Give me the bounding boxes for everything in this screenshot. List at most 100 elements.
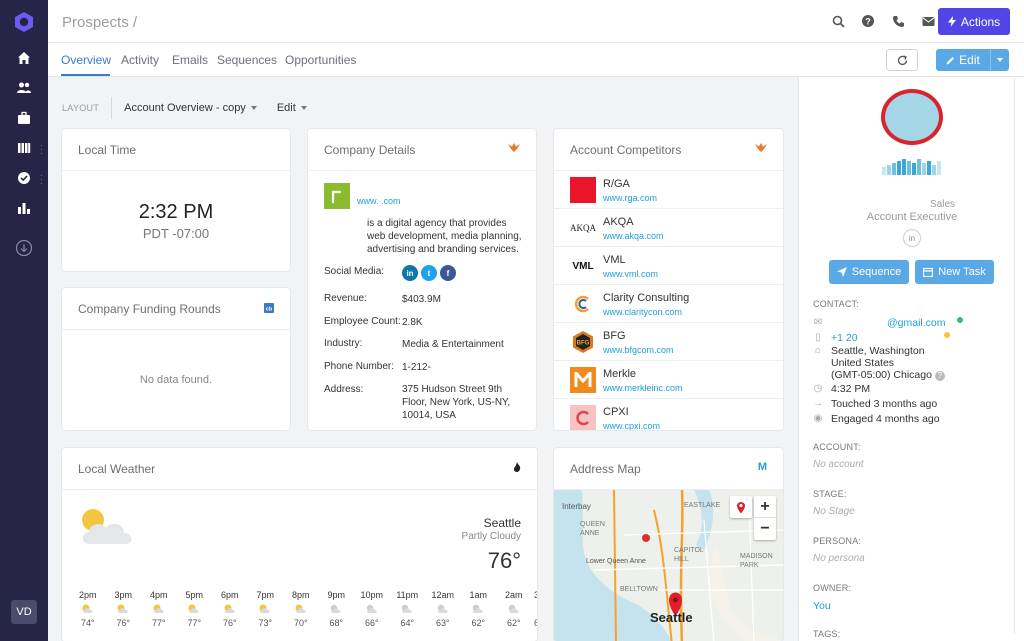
mail-icon[interactable]	[920, 13, 936, 29]
chevron-down-icon	[300, 106, 307, 111]
tab-sequences[interactable]: Sequences	[217, 53, 278, 67]
field-label: Social Media:	[324, 266, 385, 277]
tab-emails[interactable]: Emails	[172, 53, 209, 67]
competitor-url[interactable]: www.akqa.com	[603, 231, 664, 241]
forecast-temp: 74°	[80, 618, 95, 628]
phone-value[interactable]: 1-212-	[402, 362, 431, 373]
layout-select[interactable]: Account Overview - copy	[124, 102, 257, 114]
competitor-item[interactable]: VML VML www.vml.com	[554, 247, 783, 285]
partly-cloudy-night-icon	[532, 600, 538, 617]
competitor-item[interactable]: R/GA www.rga.com	[554, 171, 783, 209]
email-value[interactable]: @gmail.com	[887, 317, 946, 329]
linkedin-icon[interactable]: in	[903, 229, 921, 247]
map-pin-toggle-button[interactable]	[730, 496, 752, 518]
competitor-url[interactable]: www.cpxi.com	[603, 421, 661, 430]
forecast-hour: 10pm 66°	[354, 590, 390, 628]
competitor-item[interactable]: BFG BFG www.bfgcom.com	[554, 323, 783, 361]
edit-dropdown-chevron-icon[interactable]	[991, 58, 1009, 62]
competitor-url[interactable]: www.vml.com	[603, 269, 659, 279]
competitor-logo: AKQA	[570, 223, 596, 233]
app-logo-icon[interactable]	[12, 10, 36, 34]
forecast-hour: 8pm 70°	[283, 590, 319, 628]
linkedin-icon[interactable]: in	[402, 265, 418, 281]
map-label: QUEEN ANNE	[580, 521, 605, 537]
mail-icon: ✉	[813, 317, 823, 328]
tab-activity[interactable]: Activity	[121, 53, 160, 67]
edit-button[interactable]: Edit	[936, 49, 1009, 71]
layout-edit-dropdown[interactable]: Edit	[277, 102, 307, 114]
competitor-logo	[570, 291, 596, 317]
twitter-icon[interactable]: t	[421, 265, 437, 281]
check-circle-icon[interactable]	[14, 168, 34, 188]
library-icon[interactable]	[14, 138, 34, 158]
account-value[interactable]: No account	[813, 459, 864, 470]
competitor-item[interactable]: CPXI www.cpxi.com	[554, 399, 783, 430]
user-avatar-button[interactable]: VD	[11, 600, 37, 624]
phone-value[interactable]: +1 20	[831, 332, 858, 344]
competitor-url[interactable]: www.rga.com	[603, 193, 658, 203]
forecast-temp: 73°	[258, 618, 273, 628]
forecast-hour-label: 8pm	[291, 590, 310, 600]
new-task-button[interactable]: New Task	[915, 260, 994, 284]
forecast-hour-label: 11pm	[396, 590, 419, 600]
expand-dots-icon[interactable]: · · ·	[40, 141, 43, 158]
download-icon[interactable]	[14, 238, 34, 258]
expand-dots-icon[interactable]: · · ·	[40, 171, 43, 188]
tabs-bar: Overview Activity Emails Sequences Oppor…	[48, 43, 1024, 77]
forecast-temp: 77°	[187, 618, 202, 628]
bar-chart-icon[interactable]	[14, 198, 34, 218]
competitor-name: Clarity Consulting	[603, 292, 690, 304]
zoom-out-button[interactable]: −	[760, 520, 770, 537]
svg-text:cb: cb	[266, 306, 273, 312]
layout-select-value: Account Overview - copy	[124, 102, 246, 114]
briefcase-icon[interactable]	[14, 108, 34, 128]
tab-opportunities[interactable]: Opportunities	[285, 53, 357, 67]
stage-value[interactable]: No Stage	[813, 506, 855, 517]
search-icon[interactable]	[830, 13, 846, 29]
active-tab-indicator	[61, 74, 110, 76]
funding-rounds-card: Company Funding Rounds cb No data found.	[62, 288, 290, 430]
owner-value[interactable]: You	[813, 600, 831, 612]
facebook-icon[interactable]: f	[440, 265, 456, 281]
prospect-department: Sales	[929, 199, 955, 210]
phone-row[interactable]: ▯ +1 20	[813, 332, 950, 344]
forecast-hour: 12am 63°	[425, 590, 461, 628]
forecast-hour: 2pm 74°	[70, 590, 106, 628]
persona-value[interactable]: No persona	[813, 553, 865, 564]
card-header: Company Details	[308, 129, 536, 171]
partly-sunny-icon	[70, 600, 106, 617]
competitor-logo	[570, 177, 596, 203]
forecast-temp: 62°	[471, 618, 486, 628]
people-icon[interactable]	[14, 78, 34, 98]
data-source-icon	[508, 143, 520, 155]
zoom-in-button[interactable]: +	[754, 496, 776, 518]
competitor-name: VML	[603, 254, 626, 266]
actions-button[interactable]: Actions	[938, 8, 1010, 35]
refresh-button[interactable]	[886, 49, 918, 71]
data-source-icon	[755, 143, 767, 155]
email-row[interactable]: ✉ @gmail.com	[813, 317, 963, 329]
competitor-item[interactable]: AKQA AKQA www.akqa.com	[554, 209, 783, 247]
competitor-url[interactable]: www.merkleinc.com	[603, 383, 683, 393]
breadcrumb[interactable]: Prospects /	[62, 14, 138, 31]
home-icon[interactable]	[14, 48, 34, 68]
partly-cloudy-night-icon	[390, 600, 426, 617]
forecast-hour-label: 10pm	[360, 590, 383, 600]
field-label: Address:	[324, 384, 364, 395]
competitor-item[interactable]: Clarity Consulting www.claritycon.com	[554, 285, 783, 323]
help-icon[interactable]: ?	[934, 371, 945, 381]
employee-count-value: 2.8K	[402, 317, 423, 328]
phone-icon[interactable]	[890, 13, 906, 29]
tab-overview[interactable]: Overview	[61, 53, 112, 67]
competitor-item[interactable]: Merkle www.merkleinc.com	[554, 361, 783, 399]
competitor-url[interactable]: www.bfgcom.com	[603, 345, 674, 355]
add-to-sequence-button[interactable]: Sequence	[829, 260, 909, 284]
prospect-local-time: 4:32 PM	[831, 383, 871, 395]
scrollbar[interactable]	[1014, 78, 1022, 634]
address-map[interactable]: Interbay EASTLAKE QUEEN ANNE Lower Queen…	[554, 490, 783, 641]
competitor-url[interactable]: www.claritycon.com	[603, 307, 683, 317]
contact-label: CONTACT:	[813, 299, 859, 309]
company-website-link[interactable]: www. .com	[357, 196, 401, 206]
help-icon[interactable]: ?	[860, 13, 876, 29]
